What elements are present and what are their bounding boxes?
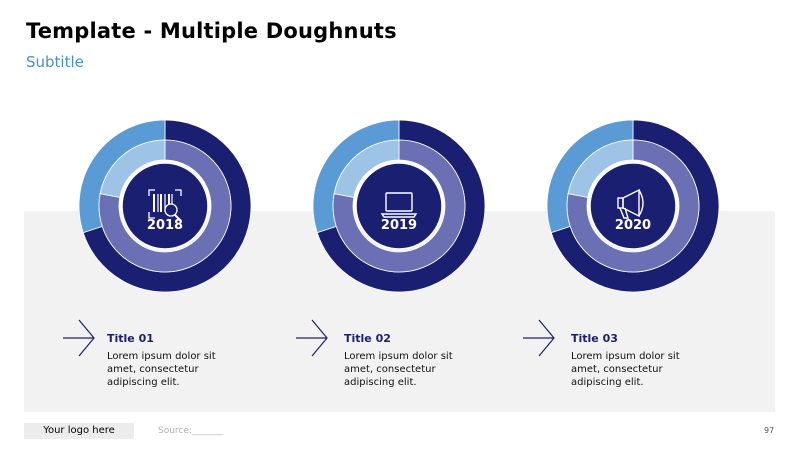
- laptop-icon: [380, 192, 418, 218]
- doughnut-2020: 2020: [546, 119, 720, 293]
- column-text-3: Lorem ipsum dolor sit amet, consectetur …: [571, 350, 696, 389]
- inner-ring-slice-2: [333, 139, 400, 198]
- column-title-3: Title 03: [571, 332, 618, 345]
- inner-ring-slice-2: [99, 139, 166, 198]
- inner-ring-slice-1: [332, 139, 466, 273]
- column-text-2: Lorem ipsum dolor sit amet, consectetur …: [344, 350, 469, 389]
- column-title-2: Title 02: [344, 332, 391, 345]
- doughnut-2019: 2019: [312, 119, 486, 293]
- column-text-line: Lorem ipsum dolor sit: [571, 351, 680, 362]
- column-text-line: amet, consectetur: [344, 364, 436, 375]
- inner-ring-slice-1: [98, 139, 232, 273]
- column-text-line: Lorem ipsum dolor sit: [107, 351, 216, 362]
- logo-placeholder: Your logo here: [24, 423, 134, 439]
- inner-ring-slice-2: [567, 139, 634, 198]
- megaphone-icon: [617, 188, 644, 219]
- doughnut-center: [589, 162, 677, 250]
- doughnut-2018: 2018: [78, 119, 252, 293]
- doughnut-center-label: 2019: [381, 218, 417, 233]
- arrow-right-icon: [296, 319, 328, 357]
- page-subtitle: Subtitle: [26, 53, 84, 71]
- doughnut-center-label: 2018: [147, 218, 183, 233]
- page-title: Template - Multiple Doughnuts: [26, 19, 397, 43]
- column-text-line: adipiscing elit.: [107, 377, 180, 388]
- inner-ring-slice-1: [566, 139, 700, 273]
- source-text: Source:_______: [158, 426, 224, 436]
- page-number: 97: [764, 426, 775, 435]
- barcode-search-icon: [148, 189, 182, 222]
- doughnut-center-label: 2020: [615, 218, 651, 233]
- column-text-line: adipiscing elit.: [571, 377, 644, 388]
- column-text-line: adipiscing elit.: [344, 377, 417, 388]
- arrow-right-icon: [523, 319, 555, 357]
- column-text-1: Lorem ipsum dolor sit amet, consectetur …: [107, 350, 232, 389]
- doughnut-center: [355, 162, 443, 250]
- column-text-line: amet, consectetur: [107, 364, 199, 375]
- column-text-line: Lorem ipsum dolor sit: [344, 351, 453, 362]
- column-title-1: Title 01: [107, 332, 154, 345]
- column-text-line: amet, consectetur: [571, 364, 663, 375]
- arrow-right-icon: [63, 319, 95, 357]
